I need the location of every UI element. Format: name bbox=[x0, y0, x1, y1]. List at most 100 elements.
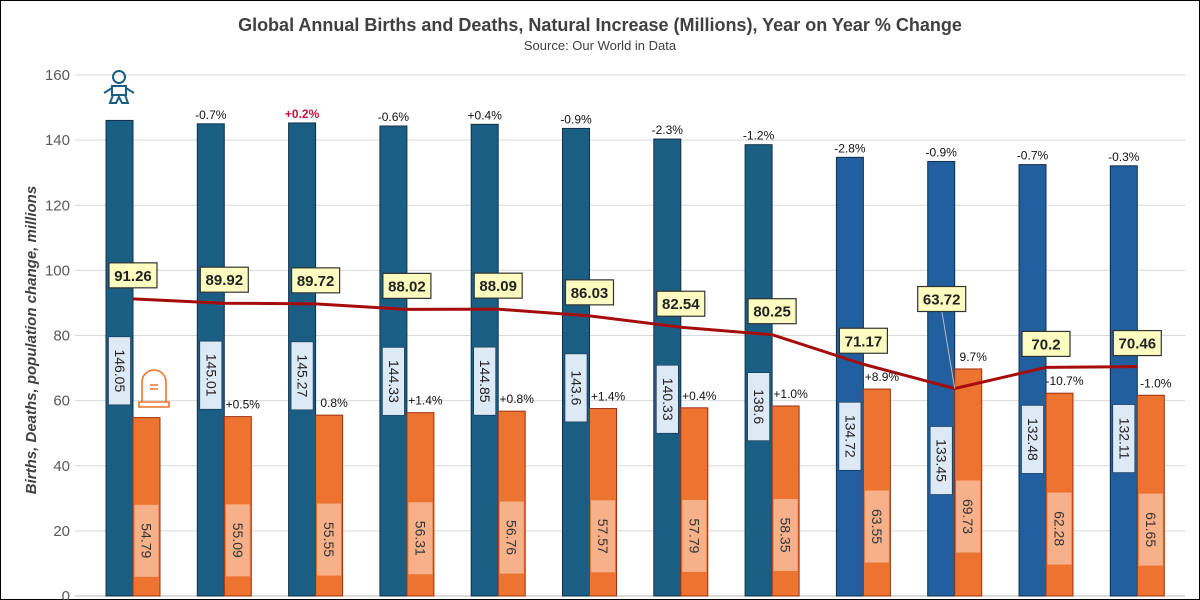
births-value-label: 133.45 bbox=[934, 439, 950, 482]
births-pct-change: -0.9% bbox=[926, 145, 958, 159]
deaths-value-box bbox=[773, 498, 798, 571]
y-tick-label: 160 bbox=[45, 67, 70, 84]
deaths-value-box bbox=[408, 502, 433, 575]
deaths-pct-change: -1.0% bbox=[1140, 376, 1172, 390]
births-pct-change: -0.3% bbox=[1108, 150, 1140, 164]
births-value-label: 140.33 bbox=[660, 378, 676, 421]
natural-increase-label: 82.54 bbox=[662, 296, 700, 313]
deaths-value-label: 56.31 bbox=[412, 521, 428, 556]
deaths-pct-change: 9.7% bbox=[960, 350, 988, 364]
births-pct-change: -1.2% bbox=[743, 129, 775, 143]
births-value-box bbox=[1112, 404, 1136, 473]
deaths-value-label: 69.73 bbox=[960, 499, 976, 534]
births-value-box bbox=[747, 372, 770, 441]
births-value-label: 145.01 bbox=[203, 354, 219, 397]
natural-increase-label: 89.92 bbox=[206, 272, 244, 289]
deaths-value-box bbox=[1138, 493, 1163, 566]
deaths-pct-change: +1.4% bbox=[408, 394, 443, 408]
data-labels: 146.05 54.79 145.01 55.09 -0.7% +0.5% 145.27 55… bbox=[108, 107, 1172, 577]
deaths-pct-change: -10.7% bbox=[1045, 374, 1083, 388]
deaths-pct-change: +1.4% bbox=[591, 390, 626, 404]
deaths-value-box bbox=[225, 504, 250, 577]
y-tick-label: 80 bbox=[53, 328, 70, 345]
natural-increase-box bbox=[747, 298, 797, 325]
births-value-box bbox=[382, 347, 405, 416]
births-value-label: 144.33 bbox=[386, 360, 402, 403]
natural-increase-box bbox=[382, 272, 432, 299]
y-tick-label: 100 bbox=[45, 262, 70, 279]
births-value-box bbox=[929, 426, 953, 495]
births-pct-change: -0.9% bbox=[560, 112, 592, 126]
deaths-value-box bbox=[499, 501, 524, 574]
births-pct-change: -0.7% bbox=[195, 108, 227, 122]
births-value-label: 146.05 bbox=[112, 349, 128, 392]
births-value-box bbox=[290, 341, 314, 411]
natural-increase-box bbox=[1112, 329, 1162, 357]
deaths-value-label: 58.35 bbox=[778, 517, 794, 552]
births-value-box bbox=[199, 340, 223, 410]
natural-increase-box bbox=[473, 272, 523, 299]
tombstone-icon bbox=[138, 369, 170, 408]
births-pct-change: +0.2% bbox=[285, 107, 320, 121]
deaths-value-box bbox=[682, 499, 707, 572]
natural-increase-label: 86.03 bbox=[571, 285, 609, 302]
chart-subtitle: Source: Our World in Data bbox=[524, 38, 677, 53]
deaths-pct-change: +8.9% bbox=[865, 370, 900, 384]
deaths-pct-change: +0.8% bbox=[500, 392, 535, 406]
births-pct-change: -2.8% bbox=[834, 141, 866, 155]
deaths-value-label: 63.55 bbox=[869, 509, 885, 544]
deaths-value-box bbox=[317, 503, 342, 576]
natural-increase-box bbox=[564, 279, 615, 306]
gridlines: 0 20 40 60 80 100 120 140 160 bbox=[45, 67, 1185, 600]
births-pct-change: -0.7% bbox=[1017, 149, 1049, 163]
deaths-pct-change: +0.4% bbox=[682, 389, 717, 403]
natural-increase-polyline bbox=[132, 297, 1138, 391]
y-axis-label: Births, Deaths, population change, milli… bbox=[23, 186, 40, 494]
natural-increase-box bbox=[917, 285, 967, 313]
natural-increase-box bbox=[291, 267, 341, 294]
natural-increase-label: 63.72 bbox=[923, 292, 961, 309]
natural-increase-label: 88.09 bbox=[479, 278, 517, 295]
births-value-label: 132.48 bbox=[1025, 418, 1041, 461]
deaths-value-box bbox=[864, 490, 889, 563]
natural-increase-label: 70.46 bbox=[1119, 336, 1157, 353]
births-value-box bbox=[838, 401, 862, 471]
births-pct-change: -2.3% bbox=[652, 123, 684, 137]
births-pct-change: -0.6% bbox=[378, 110, 410, 124]
deaths-pct-change: 0.8% bbox=[320, 396, 348, 410]
births-bar bbox=[744, 144, 773, 597]
births-value-box bbox=[473, 346, 497, 416]
births-value-label: 143.6 bbox=[569, 370, 585, 405]
deaths-pct-change: +0.5% bbox=[226, 398, 261, 412]
deaths-value-box bbox=[134, 504, 159, 577]
deaths-value-label: 61.65 bbox=[1143, 512, 1159, 547]
deaths-value-label: 62.28 bbox=[1052, 511, 1068, 546]
natural-increase-box bbox=[199, 266, 249, 293]
y-tick-label: 0 bbox=[62, 588, 70, 600]
births-value-box bbox=[655, 364, 679, 434]
natural-increase-line bbox=[132, 297, 1138, 391]
deaths-value-box bbox=[956, 480, 981, 553]
natural-increase-label: 88.02 bbox=[388, 278, 426, 295]
natural-increase-box bbox=[838, 327, 889, 354]
deaths-value-label: 54.79 bbox=[139, 523, 155, 558]
deaths-value-label: 57.79 bbox=[686, 518, 702, 553]
deaths-value-box bbox=[591, 500, 615, 573]
deaths-value-label: 57.57 bbox=[595, 519, 611, 554]
deaths-value-label: 55.09 bbox=[230, 523, 246, 558]
y-tick-label: 140 bbox=[45, 132, 70, 149]
births-pct-change: +0.4% bbox=[468, 108, 503, 122]
leader-line bbox=[941, 310, 956, 389]
y-tick-label: 120 bbox=[45, 197, 70, 214]
natural-increase-label: 70.2 bbox=[1031, 336, 1060, 353]
deaths-value-box bbox=[1047, 492, 1072, 565]
y-tick-label: 40 bbox=[53, 458, 70, 475]
natural-increase-box bbox=[656, 290, 706, 317]
births-bar bbox=[1018, 164, 1047, 597]
births-value-label: 144.85 bbox=[477, 360, 493, 403]
natural-increase-box bbox=[1021, 330, 1071, 358]
y-tick-label: 20 bbox=[53, 523, 70, 540]
births-value-box bbox=[564, 353, 588, 423]
births-bar bbox=[1109, 165, 1138, 597]
